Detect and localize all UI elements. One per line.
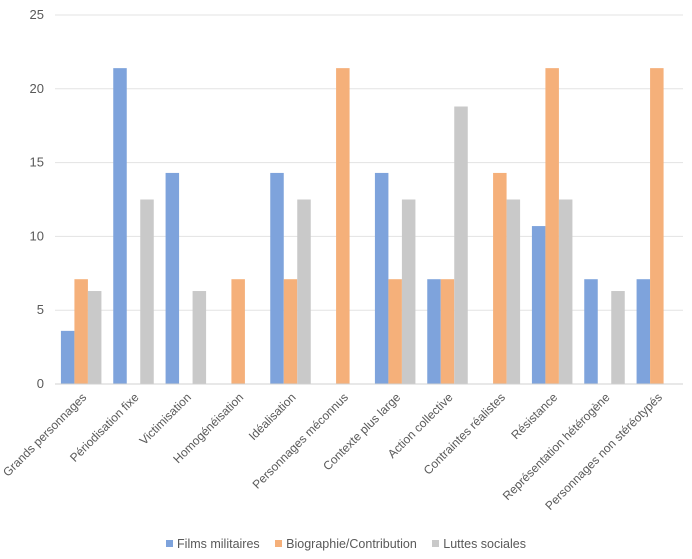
legend-swatch bbox=[275, 540, 283, 547]
legend-label: Films militaires bbox=[177, 537, 260, 551]
legend-item-luttes-sociales: Luttes sociales bbox=[432, 537, 526, 551]
legend-label: Luttes sociales bbox=[443, 537, 526, 551]
bar bbox=[165, 172, 180, 384]
y-tick-label: 0 bbox=[37, 376, 44, 391]
bar bbox=[270, 172, 284, 384]
gridlines bbox=[55, 14, 683, 311]
bar bbox=[231, 279, 245, 384]
y-tick-label: 20 bbox=[30, 81, 44, 96]
bar bbox=[192, 291, 207, 384]
bar bbox=[493, 172, 507, 384]
bar bbox=[558, 199, 573, 384]
bar bbox=[60, 330, 75, 384]
bar bbox=[531, 226, 546, 384]
bar bbox=[636, 279, 651, 384]
bar bbox=[454, 106, 468, 385]
x-tick-label: Victimisation bbox=[137, 390, 194, 447]
bar bbox=[374, 172, 389, 384]
legend-swatch bbox=[166, 540, 174, 547]
legend: Films militaires Biographie/Contribution… bbox=[0, 537, 692, 551]
legend-item-biographie: Biographie/Contribution bbox=[275, 537, 417, 551]
bar bbox=[140, 199, 154, 384]
bar bbox=[506, 199, 521, 384]
bar bbox=[388, 279, 402, 384]
bar bbox=[650, 68, 664, 385]
legend-item-films-militaires: Films militaires bbox=[166, 537, 260, 551]
bars bbox=[60, 68, 664, 385]
bar bbox=[401, 199, 416, 384]
bar bbox=[74, 279, 88, 384]
y-tick-label: 15 bbox=[30, 155, 44, 170]
x-tick-label: Idéalisation bbox=[246, 390, 299, 443]
bar bbox=[440, 279, 455, 384]
bar bbox=[427, 279, 441, 384]
legend-swatch bbox=[432, 540, 440, 547]
legend-label: Biographie/Contribution bbox=[286, 537, 417, 551]
x-tick-label: Résistance bbox=[508, 390, 560, 442]
bar bbox=[611, 291, 625, 384]
bar bbox=[283, 279, 298, 384]
bar bbox=[584, 279, 598, 384]
x-tick-label: Grands personnages bbox=[0, 390, 89, 479]
bar bbox=[545, 68, 559, 385]
bar bbox=[87, 291, 102, 384]
x-tick-label: Personnages méconnus bbox=[250, 390, 351, 491]
y-tick-label: 5 bbox=[37, 302, 44, 317]
y-tick-label: 25 bbox=[30, 7, 44, 22]
bar bbox=[113, 68, 127, 385]
x-tick-label: Représentation hétérogène bbox=[500, 390, 613, 503]
y-tick-label: 10 bbox=[30, 228, 44, 243]
bar bbox=[297, 199, 311, 384]
bar bbox=[336, 68, 350, 385]
y-axis-ticks: 0 5 10 15 20 25 bbox=[30, 7, 44, 391]
